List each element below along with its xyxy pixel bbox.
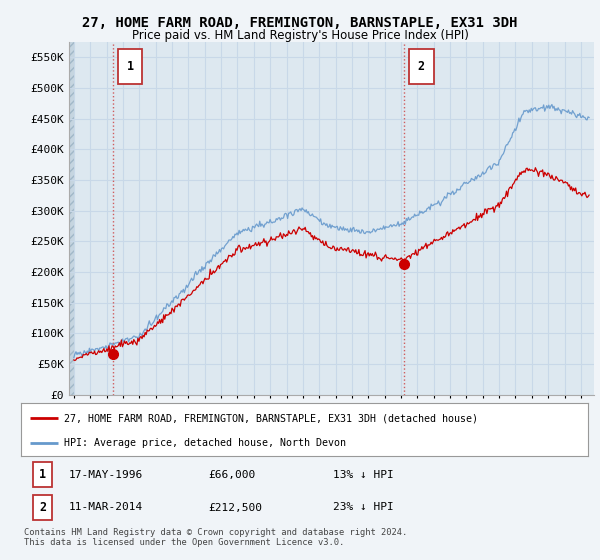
Text: £66,000: £66,000 [208,470,256,480]
Text: 1: 1 [39,468,46,481]
FancyBboxPatch shape [118,49,142,85]
Text: 27, HOME FARM ROAD, FREMINGTON, BARNSTAPLE, EX31 3DH: 27, HOME FARM ROAD, FREMINGTON, BARNSTAP… [82,16,518,30]
FancyBboxPatch shape [409,49,434,85]
Text: 17-MAY-1996: 17-MAY-1996 [69,470,143,480]
FancyBboxPatch shape [34,463,52,487]
Text: 23% ↓ HPI: 23% ↓ HPI [333,502,394,512]
Text: 1: 1 [127,60,134,73]
FancyBboxPatch shape [34,495,52,520]
Text: 13% ↓ HPI: 13% ↓ HPI [333,470,394,480]
Text: £212,500: £212,500 [208,502,262,512]
Text: 11-MAR-2014: 11-MAR-2014 [69,502,143,512]
Text: Contains HM Land Registry data © Crown copyright and database right 2024.
This d: Contains HM Land Registry data © Crown c… [24,528,407,547]
Text: Price paid vs. HM Land Registry's House Price Index (HPI): Price paid vs. HM Land Registry's House … [131,29,469,42]
Text: HPI: Average price, detached house, North Devon: HPI: Average price, detached house, Nort… [64,438,346,448]
Bar [69,42,74,395]
Text: 2: 2 [418,60,425,73]
Text: 2: 2 [39,501,46,514]
Text: 27, HOME FARM ROAD, FREMINGTON, BARNSTAPLE, EX31 3DH (detached house): 27, HOME FARM ROAD, FREMINGTON, BARNSTAP… [64,413,478,423]
